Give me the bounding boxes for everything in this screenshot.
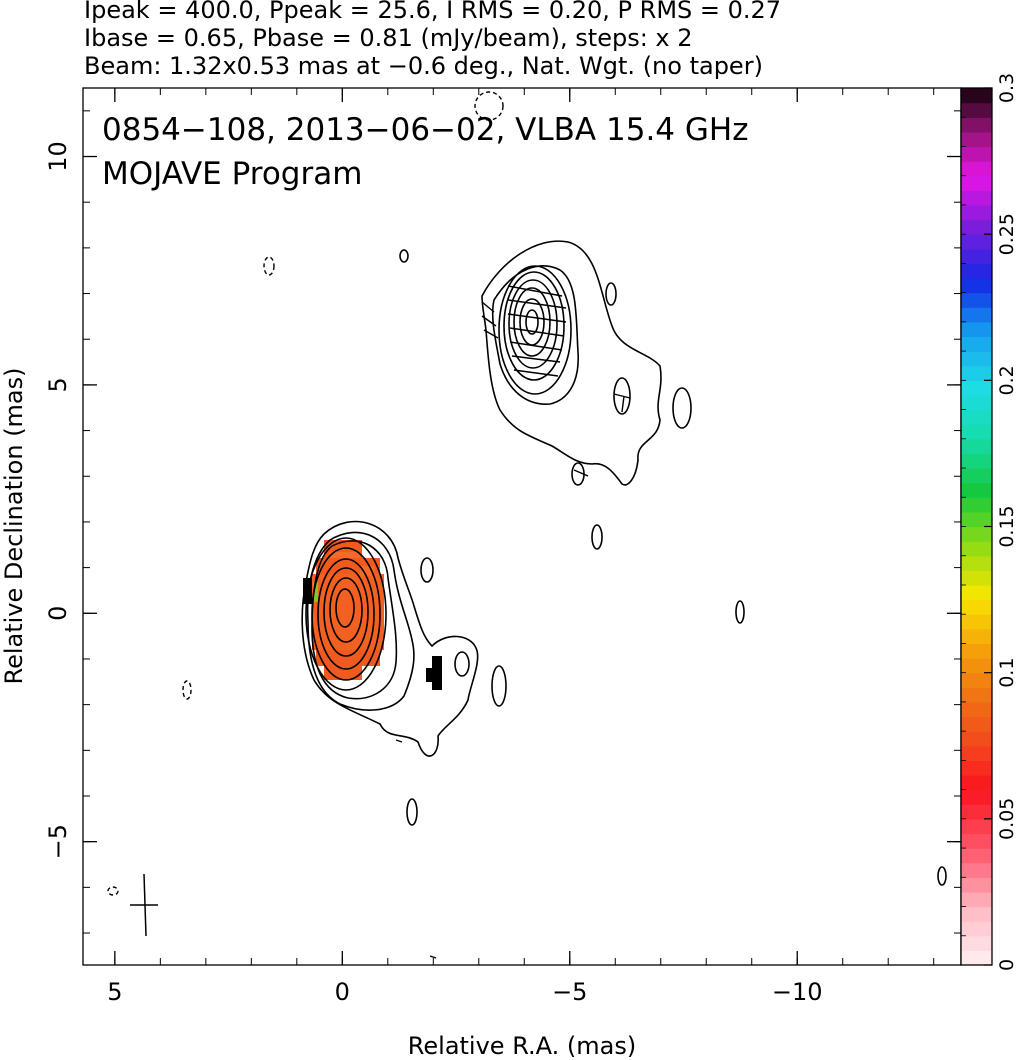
colorbar-band: [961, 760, 992, 776]
colorbar-band: [961, 906, 992, 922]
colorbar-tick-label: 0.2: [996, 365, 1018, 395]
x-tick-label: −10: [772, 978, 823, 1006]
negative-contours: [107, 91, 504, 896]
colorbar-band: [961, 380, 992, 396]
colorbar-ticks: 0 0.05 0.1 0.15 0.2 0.25 0.3: [961, 73, 1018, 971]
plot-frame: [82, 87, 962, 966]
x-tick-label: −5: [552, 978, 587, 1006]
colorbar-band: [961, 234, 992, 250]
polarization-vectors: [395, 285, 631, 959]
colorbar-band: [961, 804, 992, 820]
header-line-1: Ipeak = 400.0, Ppeak = 25.6, I RMS = 0.2…: [84, 0, 781, 24]
axis-tick-labels: 5 0 −5 −10 −5 0 5 10: [44, 141, 823, 1006]
header-line-2: Ibase = 0.65, Pbase = 0.81 (mJy/beam), s…: [84, 24, 693, 52]
colorbar-band: [961, 204, 992, 221]
beam-cross: [130, 873, 158, 937]
colorbar-band: [961, 468, 992, 484]
x-tick-label: 5: [107, 978, 122, 1006]
colorbar-band: [961, 482, 992, 498]
colorbar-band: [961, 731, 992, 747]
colorbar-band: [961, 292, 992, 308]
colorbar-band: [961, 687, 992, 703]
colorbar-band: [961, 409, 992, 425]
colorbar-band: [961, 175, 992, 191]
colorbar-band: [961, 862, 992, 878]
colorbar-tick-label: 0.15: [996, 505, 1018, 547]
colorbar-band: [961, 789, 992, 805]
colorbar-band: [961, 424, 992, 440]
colorbar-band: [961, 745, 992, 761]
colorbar-band: [961, 131, 992, 148]
colorbar-band: [961, 307, 992, 323]
colorbar-band: [961, 541, 992, 557]
colorbar-band: [961, 526, 992, 542]
colorbar-band: [961, 161, 992, 177]
colorbar-band: [961, 438, 992, 455]
core-contours: [301, 520, 507, 826]
colorbar-tick-label: 0.25: [996, 213, 1018, 255]
colorbar-band: [961, 117, 992, 133]
y-axis-label: Relative Declination (mas): [0, 367, 28, 684]
colorbar-band: [961, 321, 992, 338]
colorbar-band: [961, 818, 992, 835]
colorbar-band: [961, 848, 992, 864]
colorbar-band: [961, 336, 992, 352]
colorbar-band: [961, 614, 992, 630]
colorbar-band: [961, 716, 992, 732]
header-line-3: Beam: 1.32x0.53 mas at −0.6 deg., Nat. W…: [84, 52, 763, 80]
colorbar-band: [961, 628, 992, 645]
colorbar-band: [961, 146, 992, 162]
colorbar-tick-label: 0: [996, 959, 1018, 971]
colorbar-band: [961, 555, 992, 571]
colorbar-band: [961, 511, 992, 528]
colorbar-band: [961, 891, 992, 908]
colorbar-band: [961, 497, 992, 513]
colorbar-band: [961, 248, 992, 264]
colorbar-band: [961, 351, 992, 367]
colorbar-band: [961, 877, 992, 893]
colorbar-band: [961, 584, 992, 601]
colorbar-band: [961, 643, 992, 659]
colorbar-band: [961, 774, 992, 791]
y-tick-label: 5: [44, 377, 72, 392]
map-content: [107, 91, 947, 959]
colorbar-band: [961, 599, 992, 615]
y-tick-label: 10: [44, 141, 72, 172]
colorbar-band: [961, 921, 992, 937]
x-axis-label: Relative R.A. (mas): [408, 1032, 636, 1060]
colorbar-band: [961, 278, 992, 294]
axis-ticks: [83, 88, 961, 965]
colorbar-band: [961, 394, 992, 411]
jet-contours: [399, 240, 947, 886]
y-tick-label: 0: [44, 606, 72, 621]
source-label: 0854−108, 2013−06−02, VLBA 15.4 GHz: [102, 112, 748, 148]
y-tick-label: −5: [44, 824, 72, 859]
colorbar-tick-label: 0.1: [996, 658, 1018, 688]
colorbar-band: [961, 263, 992, 279]
colorbar-band: [961, 365, 992, 381]
colorbar-band: [961, 88, 992, 104]
colorbar-band: [961, 672, 992, 688]
x-tick-label: 0: [335, 978, 350, 1006]
colorbar-band: [961, 219, 992, 235]
colorbar-band: [961, 833, 992, 849]
colorbar-band: [961, 658, 992, 674]
program-label: MOJAVE Program: [102, 156, 362, 192]
colorbar: [961, 88, 992, 966]
colorbar-tick-label: 0.3: [996, 73, 1018, 103]
colorbar-band: [961, 190, 992, 206]
colorbar-band: [961, 102, 992, 118]
colorbar-band: [961, 570, 992, 586]
colorbar-band: [961, 701, 992, 718]
colorbar-band: [961, 935, 992, 951]
colorbar-tick-label: 0.05: [996, 798, 1018, 840]
colorbar-band: [961, 453, 992, 469]
colorbar-band: [961, 950, 992, 966]
